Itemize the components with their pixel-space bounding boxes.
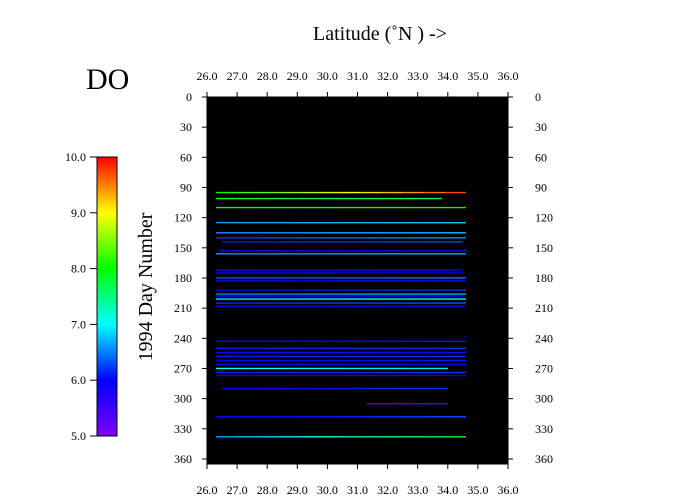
x-axis-label: Latitude (˚N ) ->: [313, 23, 447, 45]
x-tick-label-bottom: 33.0: [407, 483, 428, 497]
x-tick-label-bottom: 36.0: [498, 483, 519, 497]
x-tick-label-top: 34.0: [437, 69, 458, 83]
series-layer: [216, 191, 466, 438]
y-axis-label: 1994 Day Number: [135, 212, 157, 361]
colorbar-ticks: 5.0 6.0 7.0 8.0 9.0 10.0: [65, 150, 97, 443]
x-tick-label-bottom: 34.0: [437, 483, 458, 497]
colorbar-tick-label: 5.0: [71, 429, 86, 443]
x-tick-label-top: 30.0: [317, 69, 338, 83]
x-tick-label-bottom: 27.0: [227, 483, 248, 497]
y-tick-label-right: 360: [535, 452, 553, 466]
colorbar-tick-label: 10.0: [65, 150, 86, 164]
y-tick-label-left: 330: [174, 422, 192, 436]
x-tick-label-top: 35.0: [467, 69, 488, 83]
y-tick-label-right: 60: [535, 150, 547, 164]
y-tick-label-left: 60: [180, 150, 192, 164]
y-tick-label-right: 30: [535, 120, 547, 134]
x-tick-label-bottom: 28.0: [257, 483, 278, 497]
y-tick-label-right: 210: [535, 301, 553, 315]
x-tick-label-top: 29.0: [287, 69, 308, 83]
x-tick-label-top: 36.0: [498, 69, 519, 83]
y-tick-label-left: 30: [180, 120, 192, 134]
x-tick-label-bottom: 29.0: [287, 483, 308, 497]
x-tick-label-top: 27.0: [227, 69, 248, 83]
x-tick-label-bottom: 30.0: [317, 483, 338, 497]
y-tick-label-right: 180: [535, 271, 553, 285]
colorbar: [96, 156, 118, 437]
y-tick-label-left: 90: [180, 180, 192, 194]
x-tick-label-top: 31.0: [347, 69, 368, 83]
x-tick-label-bottom: 31.0: [347, 483, 368, 497]
y-tick-label-right: 120: [535, 211, 553, 225]
colorbar-tick-label: 6.0: [71, 373, 86, 387]
colorbar-tick-label: 7.0: [71, 317, 86, 331]
x-tick-label-bottom: 35.0: [467, 483, 488, 497]
y-tick-label-left: 360: [174, 452, 192, 466]
x-tick-label-bottom: 32.0: [377, 483, 398, 497]
y-tick-label-left: 270: [174, 361, 192, 375]
y-tick-label-left: 120: [174, 211, 192, 225]
y-tick-label-right: 330: [535, 422, 553, 436]
y-tick-label-right: 300: [535, 392, 553, 406]
chart-title: DO: [86, 63, 129, 96]
y-tick-label-left: 210: [174, 301, 192, 315]
y-tick-label-left: 0: [186, 90, 192, 104]
y-tick-label-left: 150: [174, 241, 192, 255]
x-ticks: 26.0 26.0 27.0 27.0 28.0 28.0 29.0 29.0 30.0 30.0…: [197, 69, 519, 497]
y-tick-label-left: 240: [174, 331, 192, 345]
colorbar-tick-label: 8.0: [71, 262, 86, 276]
y-tick-label-left: 300: [174, 392, 192, 406]
y-tick-label-right: 90: [535, 180, 547, 194]
y-tick-label-right: 150: [535, 241, 553, 255]
x-tick-label-top: 28.0: [257, 69, 278, 83]
x-tick-label-top: 26.0: [197, 69, 218, 83]
colorbar-tick-label: 9.0: [71, 206, 86, 220]
x-tick-label-bottom: 26.0: [197, 483, 218, 497]
y-tick-label-right: 0: [535, 90, 541, 104]
x-tick-label-top: 33.0: [407, 69, 428, 83]
x-tick-label-top: 32.0: [377, 69, 398, 83]
y-tick-label-left: 180: [174, 271, 192, 285]
y-tick-label-right: 240: [535, 331, 553, 345]
y-tick-label-right: 270: [535, 361, 553, 375]
y-ticks: 0 0 30 30 60 60 90 90 120 120 150 150 180 180 210 210 24…: [174, 90, 553, 466]
